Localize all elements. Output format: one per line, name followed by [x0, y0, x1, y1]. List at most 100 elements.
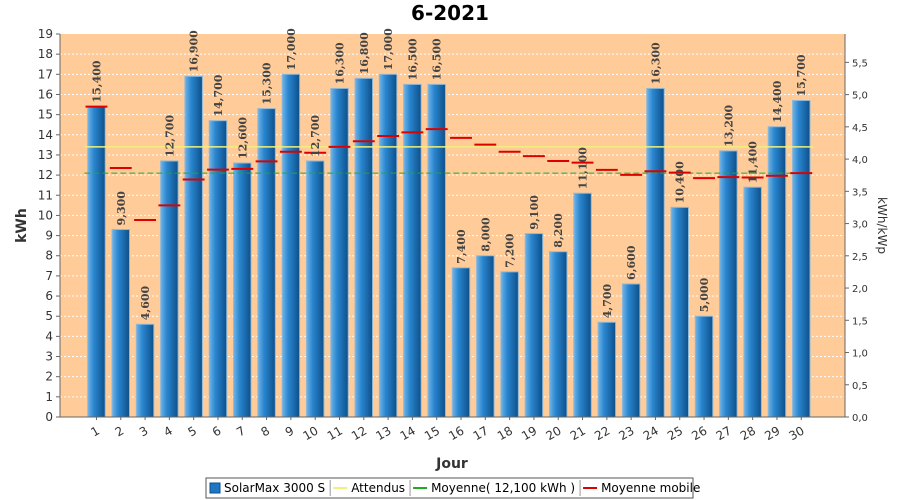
bar-data-label: 7,200	[504, 233, 517, 268]
bar-data-label: 7,400	[455, 229, 468, 264]
x-tick-label: 19	[519, 423, 539, 443]
chart-title: 6-2021	[411, 1, 489, 25]
y-tick-label: 18	[38, 47, 53, 61]
y-tick-label: 5	[45, 309, 53, 323]
x-tick-label: 21	[568, 423, 588, 443]
y-tick-label: 0	[45, 410, 53, 424]
bar	[87, 106, 106, 418]
bar-data-label: 11,400	[747, 141, 760, 183]
legend-entry: SolarMax 3000 S	[224, 481, 325, 495]
bar-data-label: 5,000	[698, 277, 711, 312]
x-tick-label: 10	[300, 423, 320, 443]
x-tick-label: 5	[186, 423, 200, 439]
x-axis-label: Jour	[435, 456, 468, 472]
bar	[500, 271, 519, 418]
legend-swatch	[209, 482, 221, 494]
bar-data-label: 4,600	[139, 285, 152, 320]
bar	[403, 83, 422, 418]
y-tick-label: 4	[45, 329, 53, 343]
x-tick-label: 3	[137, 423, 151, 439]
y-tick-label: 12	[38, 168, 53, 182]
y-tick-label: 15	[38, 108, 53, 122]
x-tick-label: 13	[373, 423, 393, 443]
x-tick-label: 11	[325, 423, 345, 443]
x-tick-label: 1	[88, 423, 102, 439]
y-tick-label: 13	[38, 148, 53, 162]
y2-tick-label: 0,0	[852, 413, 868, 424]
x-tick-label: 8	[258, 423, 272, 439]
bar-data-label: 6,600	[625, 245, 638, 280]
y2-tick-label: 4,5	[852, 123, 868, 134]
legend-entry: Moyenne mobile	[601, 481, 700, 495]
bar	[330, 87, 349, 418]
y2-tick-label: 0,5	[852, 381, 868, 392]
bar-data-label: 15,700	[795, 54, 808, 96]
y-tick-label: 3	[45, 350, 53, 364]
y-tick-label: 14	[38, 128, 53, 142]
bar-data-label: 12,600	[236, 117, 249, 159]
bar-data-label: 13,200	[722, 104, 735, 146]
bar-data-label: 14,400	[771, 80, 784, 122]
x-tick-label: 26	[689, 423, 709, 443]
y-tick-label: 1	[45, 390, 53, 404]
legend-box	[205, 477, 694, 499]
bar-data-label: 14,700	[212, 74, 225, 116]
bar	[281, 73, 301, 418]
x-tick-label: 2	[113, 423, 127, 439]
data-labels: 15,400 9,300 4,600 12,700 16,900 14,700 12,600…	[90, 28, 808, 320]
bar-data-label: 16,500	[406, 38, 419, 80]
bar	[743, 186, 762, 418]
bar-data-label: 15,400	[90, 60, 103, 102]
bar	[646, 87, 665, 418]
bar-data-label: 8,000	[479, 217, 492, 252]
x-tick-label: 18	[495, 423, 515, 443]
bar	[792, 100, 811, 418]
x-tick-label: 20	[543, 423, 563, 443]
legend: SolarMax 3000 S Attendus Moyenne( 12,100 k…	[205, 477, 700, 499]
bar	[160, 160, 179, 418]
bar	[573, 192, 592, 418]
bar-data-label: 9,300	[115, 191, 128, 226]
x-tick-label: 17	[471, 423, 491, 443]
y2-tick-label: 5,5	[852, 58, 868, 69]
legend-entry: Attendus	[351, 481, 405, 495]
bar-data-label: 12,700	[163, 115, 176, 157]
x-tick-label: 6	[210, 423, 224, 439]
bar-data-label: 4,700	[601, 283, 614, 318]
x-tick-label: 23	[616, 423, 636, 443]
x-tick-label: 28	[738, 423, 758, 443]
y2-tick-label: 4,0	[852, 155, 868, 166]
bar	[427, 83, 446, 418]
bar	[354, 77, 374, 418]
legend-entry: Moyenne( 12,100 kWh )	[431, 481, 575, 495]
y2-tick-label: 1,0	[852, 349, 868, 360]
y2-tick-label: 5,0	[852, 91, 868, 102]
x-tick-label: 22	[592, 423, 612, 443]
reference-lines	[84, 105, 814, 222]
y-tick-label: 2	[45, 370, 53, 384]
y2-axis-label: kWh/kWp	[875, 197, 889, 254]
y-tick-label: 10	[38, 208, 53, 222]
x-tick-label: 24	[641, 423, 661, 443]
bar-data-label: 9,100	[528, 195, 541, 230]
bar	[548, 251, 568, 418]
bar	[305, 160, 325, 418]
bar	[135, 323, 155, 418]
bar	[208, 120, 228, 418]
x-tick-label: 30	[787, 423, 807, 443]
x-tick-label: 4	[161, 423, 175, 439]
y-axis-label: kWh	[14, 208, 30, 243]
bar	[111, 229, 131, 418]
y-tick-label: 16	[38, 87, 53, 101]
bar-data-label: 16,500	[431, 38, 444, 80]
y2-tick-label: 2,0	[852, 284, 868, 295]
y2-tick-label: 1,5	[852, 316, 868, 327]
y-tick-label: 17	[38, 67, 53, 81]
x-tick-label: 12	[349, 423, 369, 443]
bar	[597, 321, 617, 418]
y2-tick-label: 3,5	[852, 187, 868, 198]
bar-data-label: 10,400	[674, 161, 687, 203]
x-tick-label: 9	[283, 423, 297, 439]
y2-tick-label: 2,5	[852, 252, 868, 263]
